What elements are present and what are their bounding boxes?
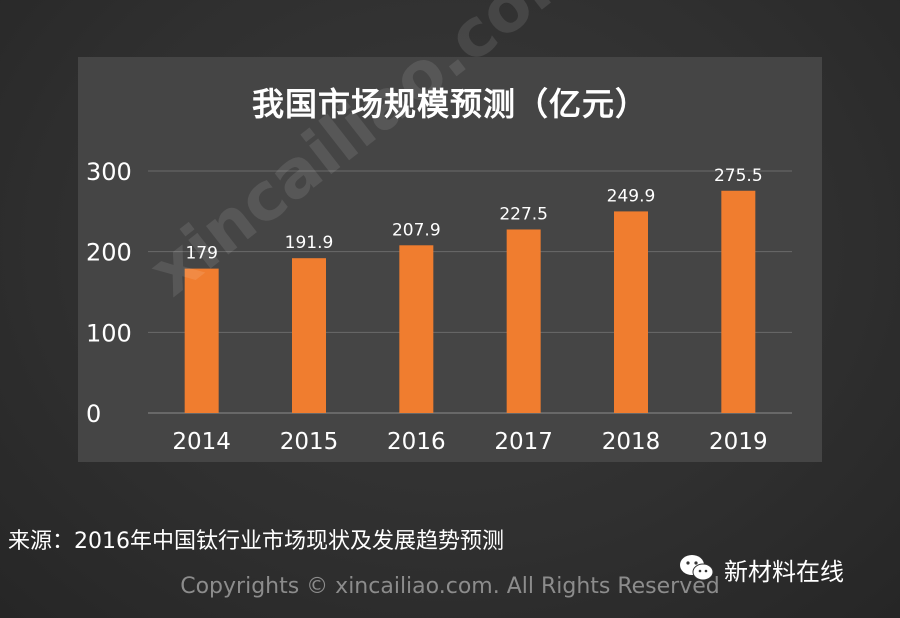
copyright-notice: Copyrights © xincailiao.com. All Rights … [180, 574, 720, 599]
x-tick-label: 2018 [602, 429, 661, 455]
x-tick-label: 2014 [172, 429, 231, 455]
y-tick-label: 200 [86, 239, 132, 267]
wechat-icon [678, 553, 716, 587]
x-tick-label: 2019 [709, 429, 768, 455]
bar [614, 211, 648, 413]
y-tick-label: 300 [86, 158, 132, 186]
chart-title: 我国市场规模预测（亿元） [251, 85, 648, 123]
data-label: 249.9 [607, 186, 656, 206]
bar [721, 190, 756, 413]
bar [399, 245, 434, 413]
x-tick-label: 2015 [280, 429, 339, 455]
bar-chart: 0 100 200 300 179 2014 191.9 2015 207.9 2016 227.5… [86, 158, 792, 455]
x-tick-label: 2017 [494, 429, 553, 455]
bar [506, 229, 541, 413]
data-label: 179 [185, 244, 217, 264]
data-label: 207.9 [392, 220, 441, 240]
data-label: 191.9 [285, 233, 334, 253]
x-tick-label: 2016 [387, 429, 446, 455]
y-tick-label: 0 [86, 400, 101, 428]
source-note: 来源：2016年中国钛行业市场现状及发展趋势预测 [8, 529, 504, 554]
wechat-badge: 新材料在线 [678, 552, 844, 587]
data-label: 227.5 [499, 204, 548, 224]
chart-panel: 我国市场规模预测（亿元） 0 100 200 300 179 2014 191.9 2015 2… [78, 57, 822, 462]
bar [184, 268, 219, 413]
wechat-account-name: 新材料在线 [724, 558, 844, 586]
bar [292, 258, 326, 413]
y-tick-label: 100 [86, 319, 132, 347]
data-label: 275.5 [714, 166, 763, 186]
